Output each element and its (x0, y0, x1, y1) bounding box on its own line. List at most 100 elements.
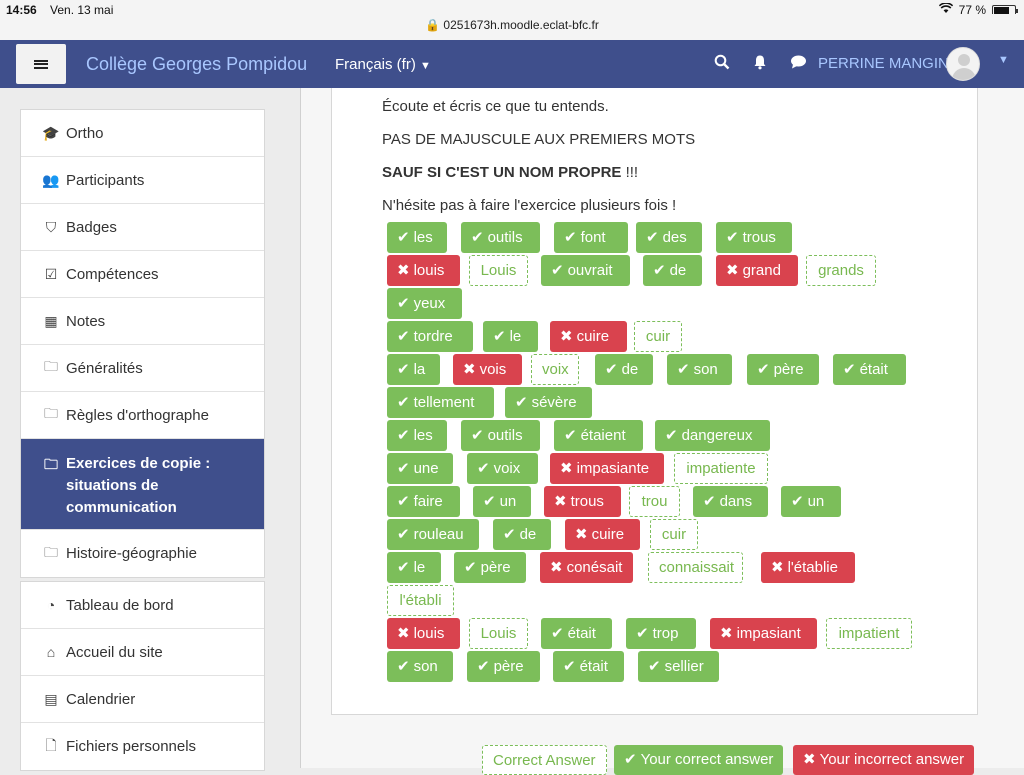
correct-word-token: ✔ trous (716, 222, 792, 253)
sidebar-course-item-8[interactable]: 🗀 Histoire-géographie (21, 530, 264, 577)
course-nav-block: 🎓 Ortho 👥 Participants ⛉ Badges ☑ Compétences ▦ N… (20, 109, 265, 578)
sidebar-course-item-label: Exercices de copie : situations de communi… (66, 453, 210, 519)
sidebar-course-item-7[interactable]: 🗀 Exercices de copie : situations de commun… (21, 439, 264, 530)
correct-word-token: ✔ trop (626, 618, 696, 649)
check-icon: ✔ (397, 526, 410, 543)
expected-answer-token: l'établi (387, 585, 454, 616)
token-text: père (480, 559, 511, 576)
bell-icon[interactable] (752, 54, 768, 75)
correct-word-token: ✔ père (454, 552, 526, 583)
sidebar-course-item-label: Histoire-géographie (66, 545, 197, 562)
folder-icon: 🗀 (44, 543, 58, 560)
incorrect-word-token: ✖ louis (387, 255, 460, 286)
token-text: rouleau (413, 526, 464, 543)
correct-word-token: ✔ sellier (638, 651, 719, 682)
folder-icon: 🗀 (44, 405, 58, 421)
token-text: l'établi (399, 592, 442, 609)
instruction-2: PAS DE MAJUSCULE AUX PREMIERS MOTS (382, 131, 696, 148)
token-text: dans (719, 493, 753, 510)
sidebar-site-item-2[interactable]: ▤ Calendrier (21, 676, 264, 723)
instruction-3: SAUF SI C'EST UN NOM PROPRE !!! (382, 164, 638, 181)
check-icon: ✔ (397, 295, 410, 312)
check-icon: ✔ (483, 493, 496, 510)
token-text: le (509, 328, 522, 345)
token-text: conésait (566, 559, 623, 576)
legend-your-incorrect-label: Your incorrect answer (819, 751, 965, 768)
correct-word-token: ✔ faire (387, 486, 460, 517)
correct-word-token: ✔ le (387, 552, 441, 583)
correct-word-token: ✔ de (643, 255, 702, 286)
check-icon: ✔ (677, 361, 690, 378)
correct-word-token: ✔ dans (693, 486, 768, 517)
shield-icon: ⛉ (45, 218, 57, 235)
token-text: vois (479, 361, 507, 378)
check-icon: ✔ (397, 559, 410, 576)
expected-answer-token: Louis (469, 618, 528, 649)
token-text: les (413, 229, 433, 246)
sidebar-course-item-0[interactable]: 🎓 Ortho (21, 110, 264, 157)
correct-word-token: ✔ une (387, 453, 453, 484)
sidebar-course-item-4[interactable]: ▦ Notes (21, 298, 264, 345)
token-text: grands (818, 262, 864, 279)
check-icon: ✔ (464, 559, 477, 576)
checkbox-icon: ☑ (44, 265, 58, 282)
incorrect-word-token: ✖ impasiant (710, 618, 817, 649)
wifi-icon (938, 2, 953, 17)
site-brand-link[interactable]: Collège Georges Pompidou (86, 54, 308, 74)
table-icon: ▦ (44, 312, 58, 329)
check-icon: ✔ (551, 625, 564, 642)
correct-word-token: ✔ sévère (505, 387, 592, 418)
token-text: grand (742, 262, 781, 279)
token-text: faire (413, 493, 443, 510)
search-icon[interactable] (714, 54, 730, 75)
sidebar-course-item-label: Badges (66, 218, 117, 236)
expected-answer-token: connaissait (648, 552, 743, 583)
sidebar-course-item-6[interactable]: 🗀 Règles d'orthographe (21, 392, 264, 439)
sidebar-site-item-1[interactable]: ⌂ Accueil du site (21, 629, 264, 676)
sidebar-site-item-3[interactable]: 🗋 Fichiers personnels (21, 723, 264, 770)
check-icon: ✔ (515, 394, 528, 411)
token-text: cuir (645, 328, 671, 345)
site-nav-block: ◔ Tableau de bord ⌂ Accueil du site ▤ Calendr… (20, 581, 265, 771)
sidebar-course-item-3[interactable]: ☑ Compétences (21, 251, 264, 298)
language-menu[interactable]: Français ‎(fr)‎ ▼ (335, 56, 431, 73)
instruction-3-rest: !!! (621, 164, 639, 181)
check-icon: ✔ (397, 394, 410, 411)
sidebar: 🎓 Ortho 👥 Participants ⛉ Badges ☑ Compétences ▦ N… (0, 88, 285, 771)
check-icon: ✔ (551, 262, 564, 279)
users-icon: 👥 (42, 171, 60, 188)
url-bar[interactable]: 🔒 0251673h.moodle.eclat-bfc.fr (0, 14, 1024, 40)
token-text: les (413, 427, 433, 444)
user-name[interactable]: PERRINE MANGIN (818, 55, 949, 72)
sidebar-course-item-1[interactable]: 👥 Participants (21, 157, 264, 204)
token-text: la (413, 361, 426, 378)
user-menu-caret-icon[interactable]: ▼ (998, 54, 1009, 66)
check-icon: ✔ (648, 658, 661, 675)
token-text: son (693, 361, 718, 378)
status-time: 14:56 (6, 3, 37, 17)
token-text: de (519, 526, 537, 543)
menu-toggle-button[interactable] (16, 44, 66, 84)
check-icon: ✔ (624, 751, 637, 768)
check-icon: ✔ (397, 427, 410, 444)
check-icon: ✔ (726, 229, 739, 246)
token-text: des (662, 229, 687, 246)
sidebar-course-item-5[interactable]: 🗀 Généralités (21, 345, 264, 392)
expected-answer-token: trou (629, 486, 680, 517)
token-text: tordre (413, 328, 453, 345)
sidebar-site-item-0[interactable]: ◔ Tableau de bord (21, 582, 264, 629)
battery-percent: 77 % (958, 3, 986, 17)
token-text: une (413, 460, 439, 477)
token-text: son (413, 658, 438, 675)
expected-answer-token: cuir (634, 321, 682, 352)
cross-icon: ✖ (397, 625, 410, 642)
token-text: ouvrait (567, 262, 613, 279)
sidebar-course-item-2[interactable]: ⛉ Badges (21, 204, 264, 251)
label-line: communication (66, 499, 177, 516)
messages-icon[interactable] (790, 54, 807, 75)
avatar[interactable] (946, 47, 980, 81)
correct-word-token: ✔ outils (461, 420, 540, 451)
correct-word-token: ✔ rouleau (387, 519, 479, 550)
token-text: cuir (661, 526, 687, 543)
check-icon: ✔ (791, 493, 804, 510)
